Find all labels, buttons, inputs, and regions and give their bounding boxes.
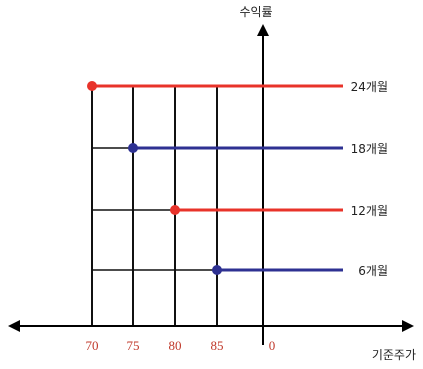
axes: [8, 24, 414, 345]
x-tick-label-85: 85: [211, 338, 224, 353]
series-point-1: [87, 81, 97, 91]
y-axis-label: 수익률: [239, 5, 272, 19]
series-label-2: 18개월: [351, 142, 388, 156]
series-point-3: [170, 205, 180, 215]
x-axis-left-arrow: [8, 320, 20, 332]
x-tick-label-80: 80: [169, 338, 182, 353]
series-label-3: 12개월: [351, 204, 388, 218]
series-label-4: 6개월: [358, 264, 388, 278]
x-axis-label: 기준주가: [372, 348, 416, 362]
x-tick-label-0: 0: [269, 338, 276, 353]
series-group: 24개월 18개월 12개월 6개월: [87, 80, 388, 278]
x-axis-right-arrow: [402, 320, 414, 332]
grid-lines: [91, 86, 218, 326]
y-axis-arrow: [257, 24, 269, 36]
x-tick-labels: 70 75 80 85 0: [86, 338, 276, 353]
series-point-4: [212, 265, 222, 275]
series-point-2: [128, 143, 138, 153]
x-tick-label-70: 70: [86, 338, 99, 353]
series-label-1: 24개월: [351, 80, 388, 94]
x-tick-label-75: 75: [127, 338, 140, 353]
